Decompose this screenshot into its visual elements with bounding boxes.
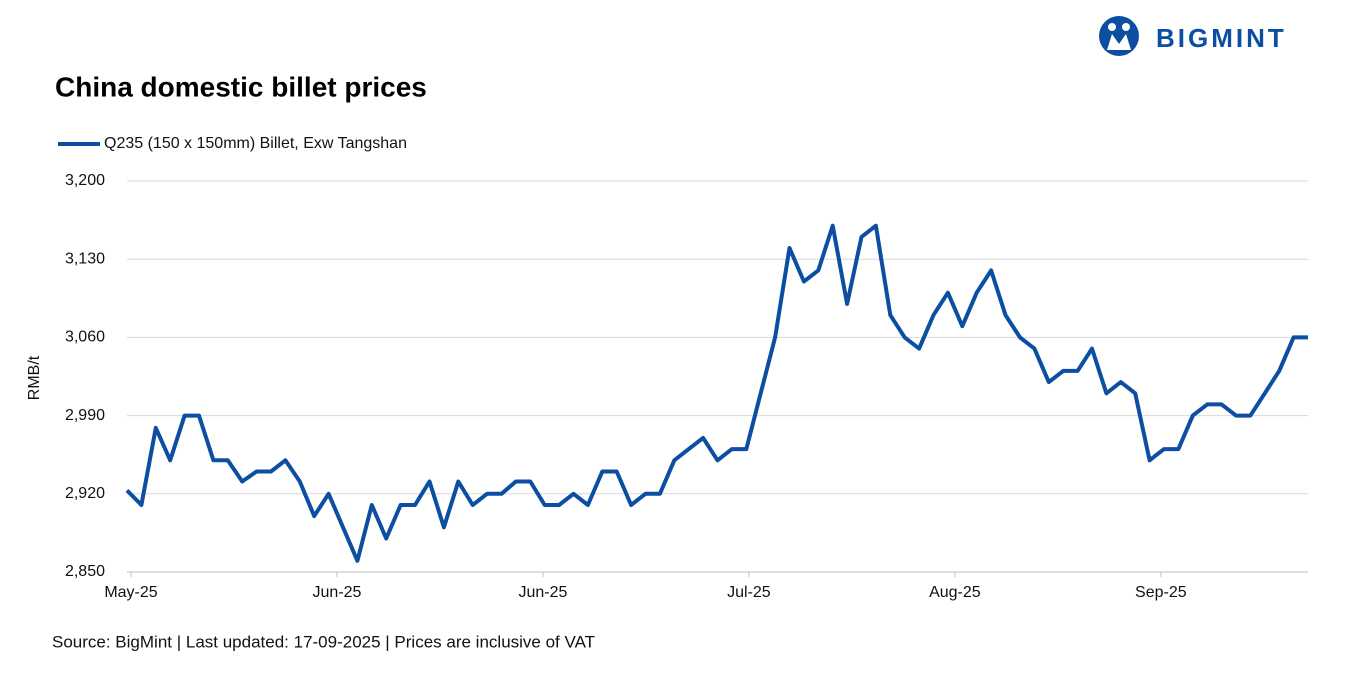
chart-title: China domestic billet prices xyxy=(55,71,427,102)
x-tick-label: May-25 xyxy=(104,584,157,601)
x-tick-label: Jun-25 xyxy=(313,584,362,601)
logo-icon-dot xyxy=(1122,23,1130,31)
x-tick-label: Jul-25 xyxy=(727,584,771,601)
x-tick-label: Aug-25 xyxy=(929,584,981,601)
logo-text: BIGMINT xyxy=(1156,23,1287,53)
y-tick-label: 3,060 xyxy=(65,329,105,346)
y-tick-label: 2,990 xyxy=(65,407,105,424)
legend-label: Q235 (150 x 150mm) Billet, Exw Tangshan xyxy=(104,135,407,152)
y-tick-label: 2,850 xyxy=(65,563,105,580)
x-tick-label: Sep-25 xyxy=(1135,584,1187,601)
logo-icon-dot xyxy=(1108,23,1116,31)
x-tick-label: Jun-25 xyxy=(518,584,567,601)
line-series xyxy=(125,223,1308,563)
y-axis-label: RMB/t xyxy=(26,355,43,400)
y-tick-label: 3,130 xyxy=(65,250,105,267)
y-tick-label: 2,920 xyxy=(65,485,105,502)
logo-icon-shape xyxy=(1107,34,1131,50)
source-note: Source: BigMint | Last updated: 17-09-20… xyxy=(52,632,595,651)
y-tick-label: 3,200 xyxy=(65,172,105,189)
logo: BIGMINT xyxy=(1099,16,1287,56)
